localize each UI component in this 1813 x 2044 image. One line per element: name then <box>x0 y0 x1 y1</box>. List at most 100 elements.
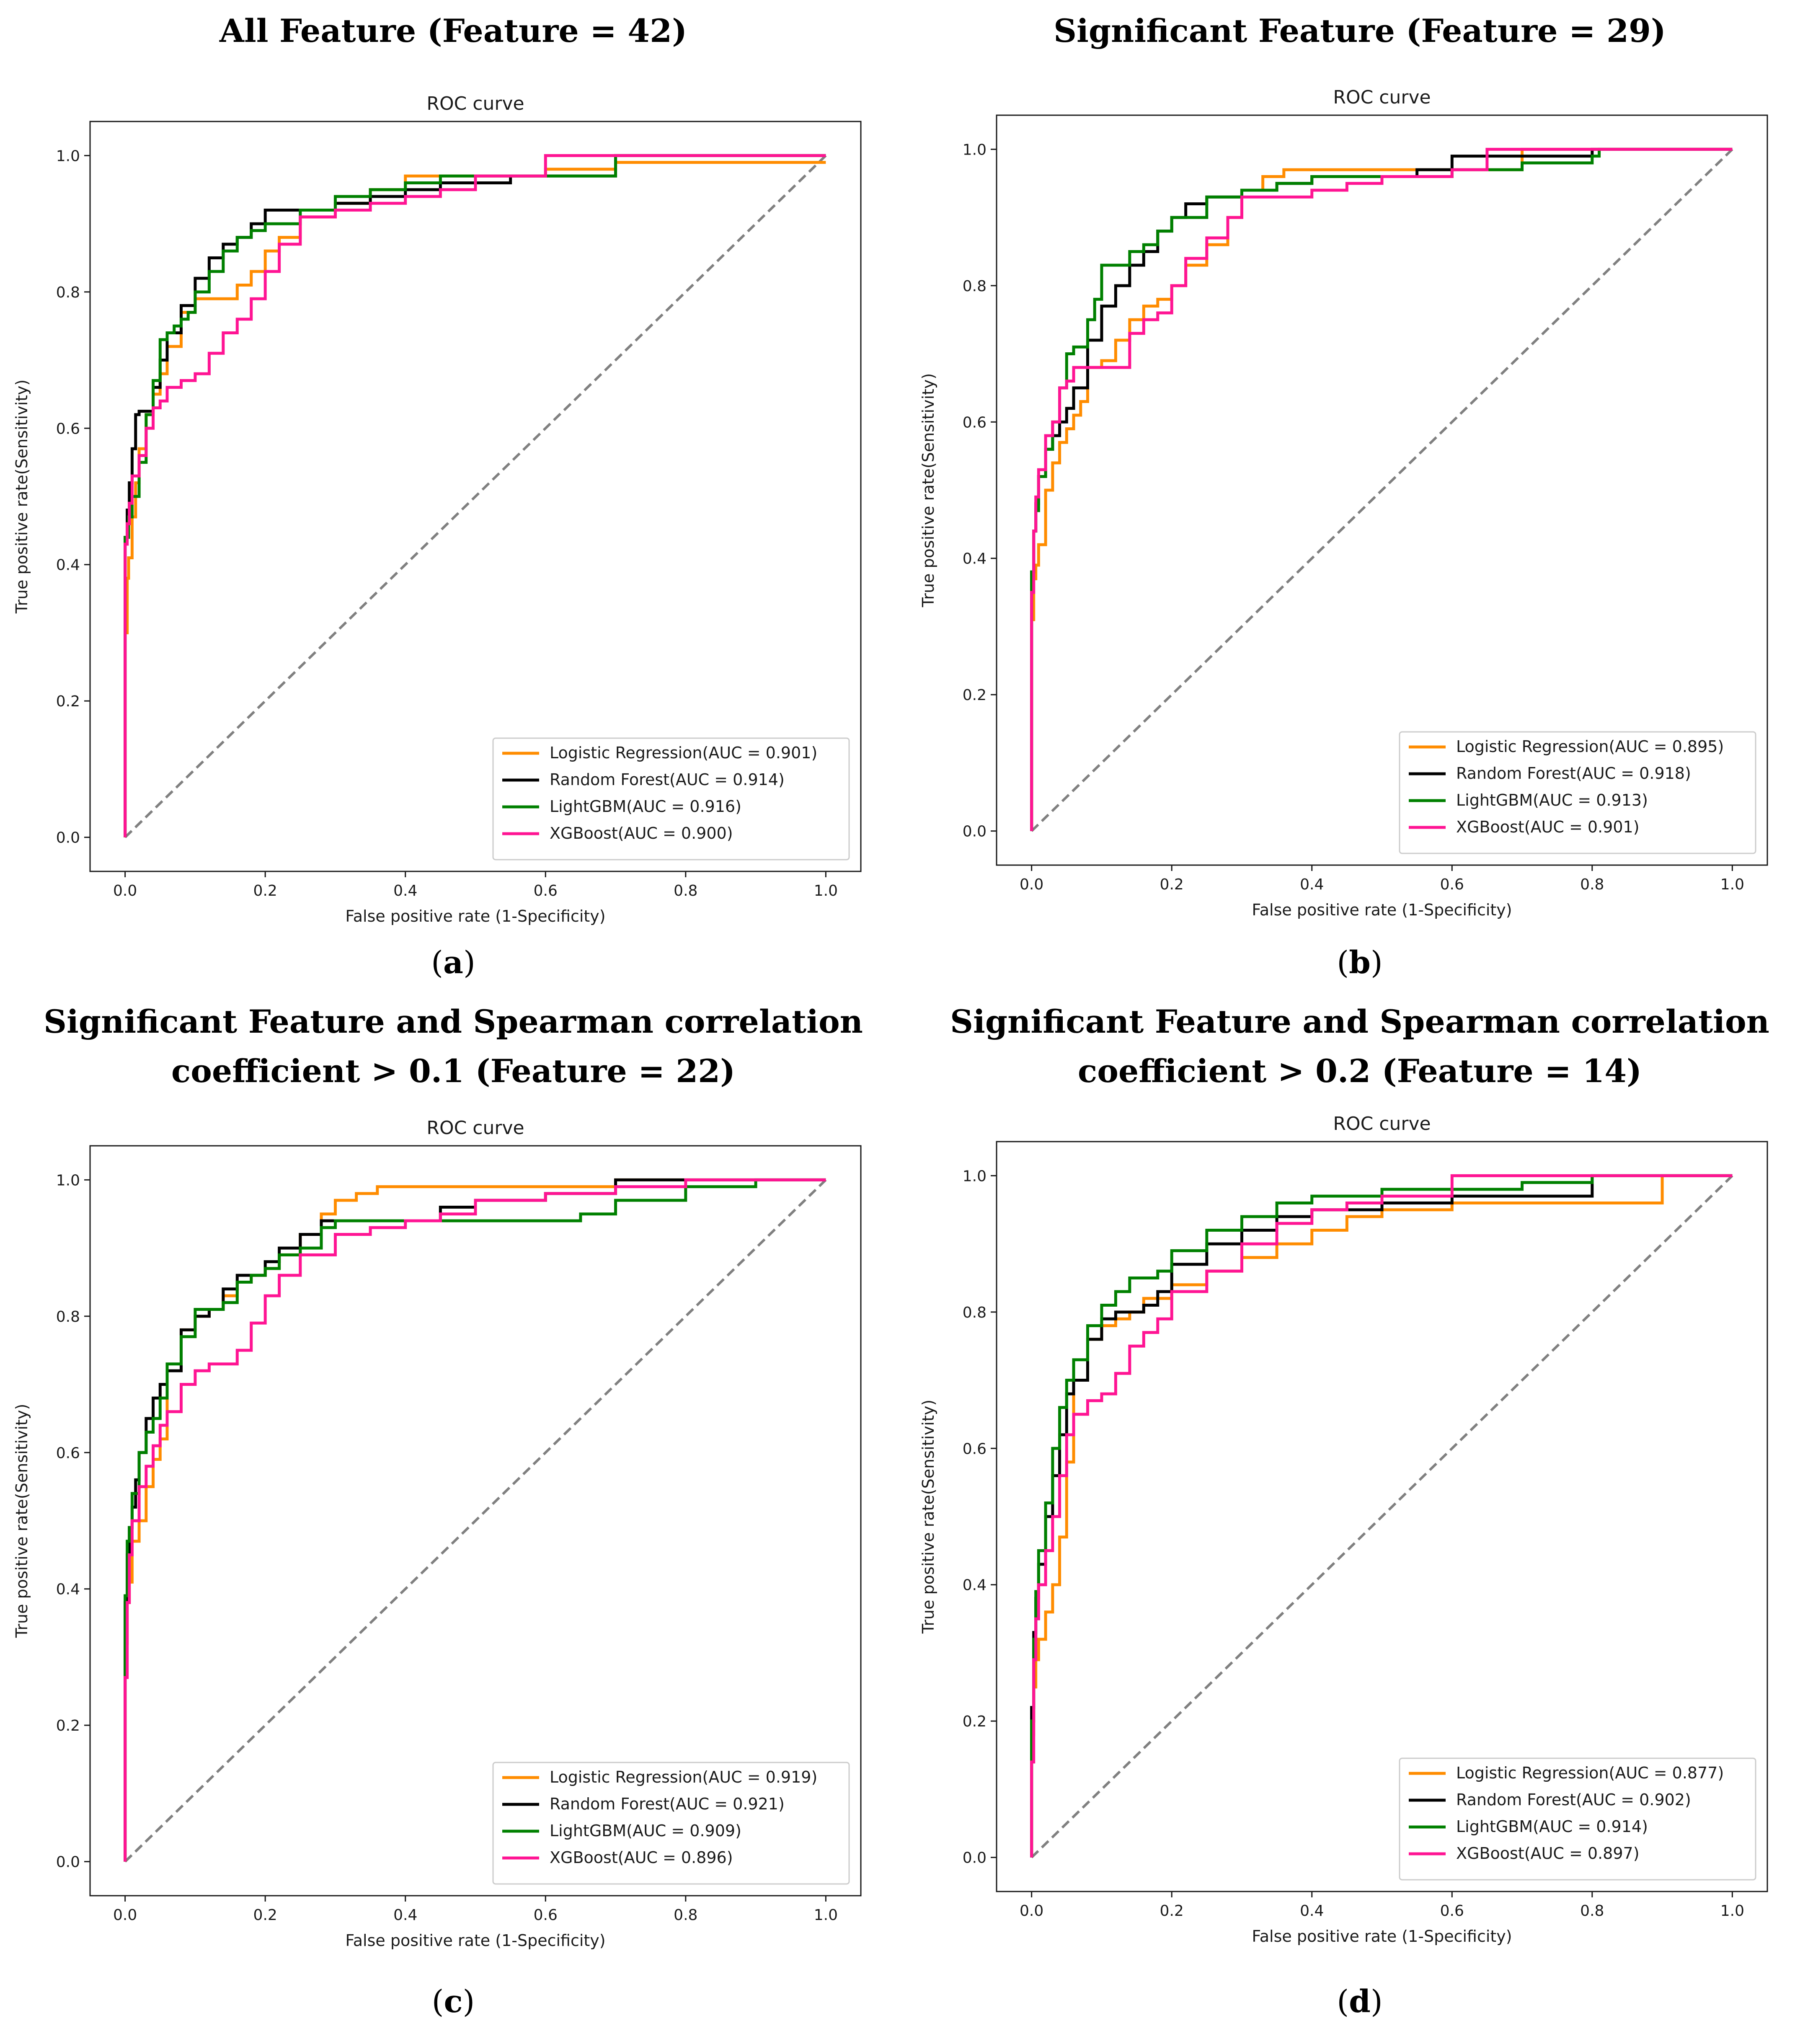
chart-1-frame <box>996 114 1768 866</box>
chart-1-ytick-label: 0.4 <box>963 550 987 568</box>
chart-2-xtick-label: 1.0 <box>814 1907 838 1924</box>
chart-0-legend <box>492 737 850 860</box>
chart-0-xtick-label: 0.6 <box>534 882 558 899</box>
chart-3-ytick-label: 1.0 <box>963 1168 987 1185</box>
panel-b-heading: Significant Feature (Feature = 29) <box>906 6 1813 56</box>
chart-2-ytick-label: 0.6 <box>56 1444 80 1462</box>
chart-2-ytick-label: 0.8 <box>56 1308 80 1326</box>
chart-2-xtick-label: 0.0 <box>113 1907 137 1924</box>
panel-a-chart: ROC curve 0.0 0.2 0.4 0.6 0.8 1.0 0.0 0.2 0.4 0.6 0… <box>13 93 862 925</box>
chart-1-legend-label-2: LightGBM(AUC = 0.913) <box>1456 791 1648 809</box>
chart-3-title: ROC curve <box>1333 1113 1431 1134</box>
chart-1-title: ROC curve <box>1333 87 1431 108</box>
chart-0-ylabel: True positive rate(Sensitivity) <box>13 380 31 614</box>
panel-c-heading: Significant Feature and Spearman correla… <box>0 997 906 1096</box>
chart-1-xtick-label: 0.2 <box>1160 876 1184 893</box>
chart-3-reference-line <box>1030 1175 1733 1858</box>
chart-2-xlabel: False positive rate (1-Specificity) <box>345 1931 605 1950</box>
panel-d-heading-line-2: coefficient > 0.2 (Feature = 14) <box>1077 1052 1642 1090</box>
chart-1-series-3-line <box>1030 147 1733 831</box>
chart-2-title: ROC curve <box>426 1117 524 1139</box>
chart-2-series-3-line <box>124 1178 826 1862</box>
panel-a-tag-letter: a <box>443 945 463 981</box>
chart-3-legend-label-3: XGBoost(AUC = 0.897) <box>1456 1844 1640 1863</box>
chart-1-ytick-label: 0.6 <box>963 414 987 431</box>
chart-3-legend-label-1: Random Forest(AUC = 0.902) <box>1456 1791 1691 1809</box>
panel-d-tag: (d) <box>1337 1984 1383 2020</box>
chart-1-legend-label-0: Logistic Regression(AUC = 0.895) <box>1456 737 1724 756</box>
chart-1-ytick-label: 0.2 <box>963 687 987 704</box>
chart-0-title: ROC curve <box>426 93 524 114</box>
chart-3-ytick-label: 0.0 <box>963 1850 987 1867</box>
panel-c-tag: (c) <box>431 1984 475 2020</box>
chart-3-xtick-label: 0.6 <box>1440 1902 1464 1920</box>
chart-3-series-3-line <box>1030 1174 1733 1858</box>
chart-2-ytick-label: 0.4 <box>56 1581 80 1598</box>
chart-2-xtick-label: 0.2 <box>253 1907 277 1924</box>
chart-2-ytick-label: 1.0 <box>56 1172 80 1189</box>
chart-0-legend-label-0: Logistic Regression(AUC = 0.901) <box>550 744 817 762</box>
panel-a-heading-line-1: All Feature (Feature = 42) <box>219 12 687 49</box>
chart-1-ytick-label: 0.0 <box>963 823 987 840</box>
chart-1-xtick-label: 1.0 <box>1720 876 1744 893</box>
panel-b-tag-letter: b <box>1349 945 1371 981</box>
chart-0-legend-label-1: Random Forest(AUC = 0.914) <box>550 770 785 789</box>
panel-b: Significant Feature (Feature = 29) ROC c… <box>906 0 1813 1005</box>
chart-3-ytick-label: 0.6 <box>963 1440 987 1457</box>
chart-3-xtick-label: 1.0 <box>1720 1902 1744 1920</box>
panel-c-heading-line-1: Significant Feature and Spearman correla… <box>44 1003 863 1040</box>
chart-0-legend-label-2: LightGBM(AUC = 0.916) <box>550 797 741 816</box>
panel-a: All Feature (Feature = 42) ROC curve 0.0 0… <box>0 0 906 1005</box>
chart-2-ytick-label: 0.2 <box>56 1717 80 1734</box>
chart-0-ytick-label: 0.6 <box>56 420 80 437</box>
chart-0-ytick-label: 0.4 <box>56 557 80 574</box>
chart-0-reference-line <box>124 155 827 838</box>
panel-c-tag-letter: c <box>444 1984 463 2020</box>
panel-b-chart: ROC curve 0.0 0.2 0.4 0.6 0.8 1.0 0.0 0.2 0.4 0.6 0… <box>919 87 1768 919</box>
panel-a-heading: All Feature (Feature = 42) <box>0 6 906 56</box>
chart-2-xtick-label: 0.4 <box>393 1907 417 1924</box>
chart-3-ytick-label: 0.8 <box>963 1304 987 1321</box>
chart-3-frame <box>996 1141 1768 1892</box>
panel-a-tag: (a) <box>431 945 475 981</box>
chart-3-ytick-label: 0.2 <box>963 1713 987 1730</box>
chart-2-ylabel: True positive rate(Sensitivity) <box>13 1404 31 1638</box>
chart-1-xtick-label: 0.8 <box>1580 876 1604 893</box>
chart-0-xtick-label: 0.8 <box>674 882 697 899</box>
panel-d-heading: Significant Feature and Spearman correla… <box>906 997 1813 1096</box>
chart-0-ytick-label: 0.8 <box>56 284 80 301</box>
chart-0-frame <box>89 121 862 872</box>
chart-1-xtick-label: 0.6 <box>1440 876 1464 893</box>
panel-b-heading-line-1: Significant Feature (Feature = 29) <box>1054 12 1666 49</box>
chart-1-xtick-label: 0.4 <box>1300 876 1324 893</box>
chart-3-xtick-label: 0.0 <box>1020 1902 1043 1920</box>
chart-2-xtick-label: 0.6 <box>534 1907 558 1924</box>
chart-1-ylabel: True positive rate(Sensitivity) <box>919 373 937 608</box>
chart-0-series-3-line <box>124 154 826 837</box>
chart-3-legend <box>1399 1757 1756 1881</box>
chart-1-reference-line <box>1030 148 1733 832</box>
chart-0-ytick-label: 1.0 <box>56 147 80 165</box>
panel-b-tag: (b) <box>1337 945 1383 981</box>
chart-0-legend-label-3: XGBoost(AUC = 0.900) <box>550 824 733 842</box>
chart-3-xtick-label: 0.4 <box>1300 1902 1324 1920</box>
chart-1-legend-label-3: XGBoost(AUC = 0.901) <box>1456 818 1640 836</box>
chart-1-xlabel: False positive rate (1-Specificity) <box>1252 901 1512 919</box>
chart-2-legend-label-3: XGBoost(AUC = 0.896) <box>550 1848 733 1867</box>
chart-2-legend <box>492 1762 850 1885</box>
chart-1-legend <box>1399 731 1756 854</box>
chart-3-ytick-label: 0.4 <box>963 1577 987 1594</box>
chart-2-legend-label-1: Random Forest(AUC = 0.921) <box>550 1795 785 1813</box>
panel-d-heading-line-1: Significant Feature and Spearman correla… <box>950 1003 1769 1040</box>
chart-0-xtick-label: 0.4 <box>393 882 417 899</box>
chart-1-xtick-label: 0.0 <box>1020 876 1043 893</box>
chart-3-xlabel: False positive rate (1-Specificity) <box>1252 1927 1512 1946</box>
panel-d-tag-letter: d <box>1349 1984 1371 2020</box>
chart-2-reference-line <box>124 1179 827 1863</box>
chart-2-series-2-line <box>124 1178 826 1862</box>
panel-d-chart: ROC curve 0.0 0.2 0.4 0.6 0.8 1.0 0.0 0.2 0.4 0.6 0… <box>919 1113 1768 1946</box>
chart-2-xtick-label: 0.8 <box>674 1907 697 1924</box>
chart-0-xlabel: False positive rate (1-Specificity) <box>345 907 605 925</box>
chart-0-ytick-label: 0.2 <box>56 693 80 710</box>
chart-3-ylabel: True positive rate(Sensitivity) <box>919 1400 937 1634</box>
